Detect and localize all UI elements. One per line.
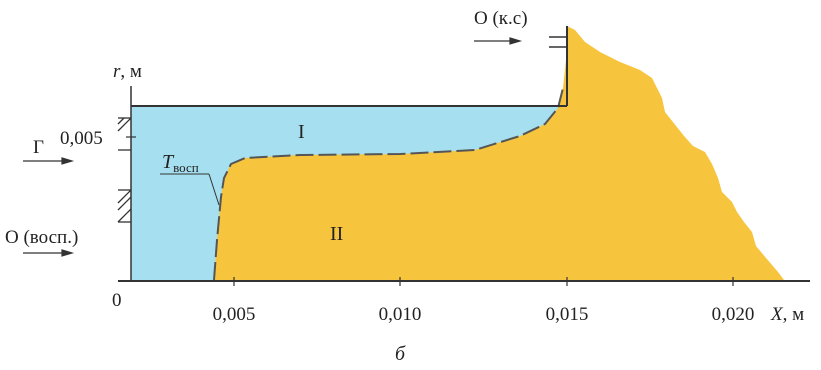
zone-1-label: I [298,121,305,143]
flame-front-leader-diag [208,173,220,206]
oxidizer-ignition-label: О (восп.) [5,227,78,248]
gas-inlet-slot [117,117,132,151]
x-axis-label: X, м [770,304,804,325]
gas-flow-arrow [23,157,75,165]
chamber-flow-arrow [474,37,523,45]
hot-region [214,26,784,280]
zone-2-label: II [330,223,343,245]
oxidizer-chamber-label: О (к.с) [474,8,528,29]
origin-label: 0 [112,290,122,311]
x-tick-label-0015: 0,015 [546,304,589,325]
x-tick-label-0020: 0,020 [712,304,755,325]
gas-inlet-label: Г [33,137,44,158]
flame-front-label: Tвосп [162,151,199,175]
y-tick-label-0005: 0,005 [60,128,103,149]
oxidizer-inlet-slot [117,189,132,223]
figure-caption: б [395,343,406,365]
chamber-inlet-slot [549,36,567,48]
x-tick-label-0005: 0,005 [213,304,256,325]
x-tick-label-0010: 0,010 [379,304,422,325]
flame-front-line [213,87,564,281]
oxidizer-flow-arrow [23,249,75,257]
y-axis-label: r, м [113,61,142,82]
